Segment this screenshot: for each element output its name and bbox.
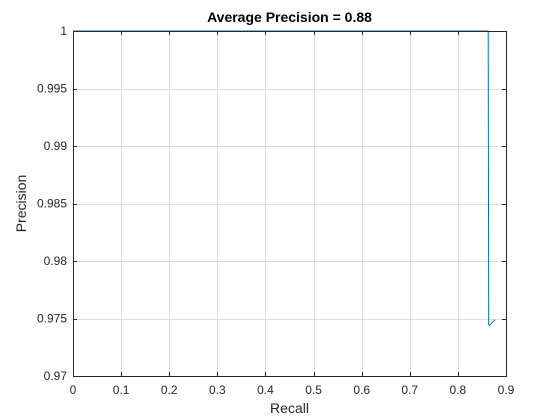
x-tick-label: 0.9 bbox=[498, 383, 515, 397]
plot-area bbox=[73, 31, 506, 376]
x-tick-label: 0.1 bbox=[113, 383, 130, 397]
y-axis-label: Precision bbox=[13, 175, 29, 233]
x-axis-ticks: 0 0.1 0.2 0.3 0.4 0.5 0.6 0.7 0.8 0.9 bbox=[70, 31, 515, 397]
y-tick-label: 0.97 bbox=[44, 369, 68, 383]
x-tick-label: 0.7 bbox=[401, 383, 418, 397]
x-tick-label: 0.4 bbox=[257, 383, 274, 397]
y-tick-label: 0.98 bbox=[44, 254, 68, 268]
y-tick-label: 0.99 bbox=[44, 139, 68, 153]
x-tick-label: 0.8 bbox=[450, 383, 467, 397]
x-tick-label: 0.5 bbox=[305, 383, 322, 397]
x-tick-label: 0.2 bbox=[161, 383, 178, 397]
x-axis-label: Recall bbox=[270, 400, 309, 416]
y-axis-ticks: 0.97 0.975 0.98 0.985 0.99 0.995 1 bbox=[37, 24, 506, 383]
x-tick-label: 0 bbox=[70, 383, 77, 397]
x-tick-label: 0.3 bbox=[209, 383, 226, 397]
y-tick-label: 1 bbox=[60, 24, 67, 38]
y-tick-label: 0.995 bbox=[37, 82, 67, 96]
chart-title: Average Precision = 0.88 bbox=[207, 9, 372, 25]
grid bbox=[73, 31, 506, 376]
y-tick-label: 0.975 bbox=[37, 312, 67, 326]
x-tick-label: 0.6 bbox=[353, 383, 370, 397]
y-tick-label: 0.985 bbox=[37, 197, 67, 211]
